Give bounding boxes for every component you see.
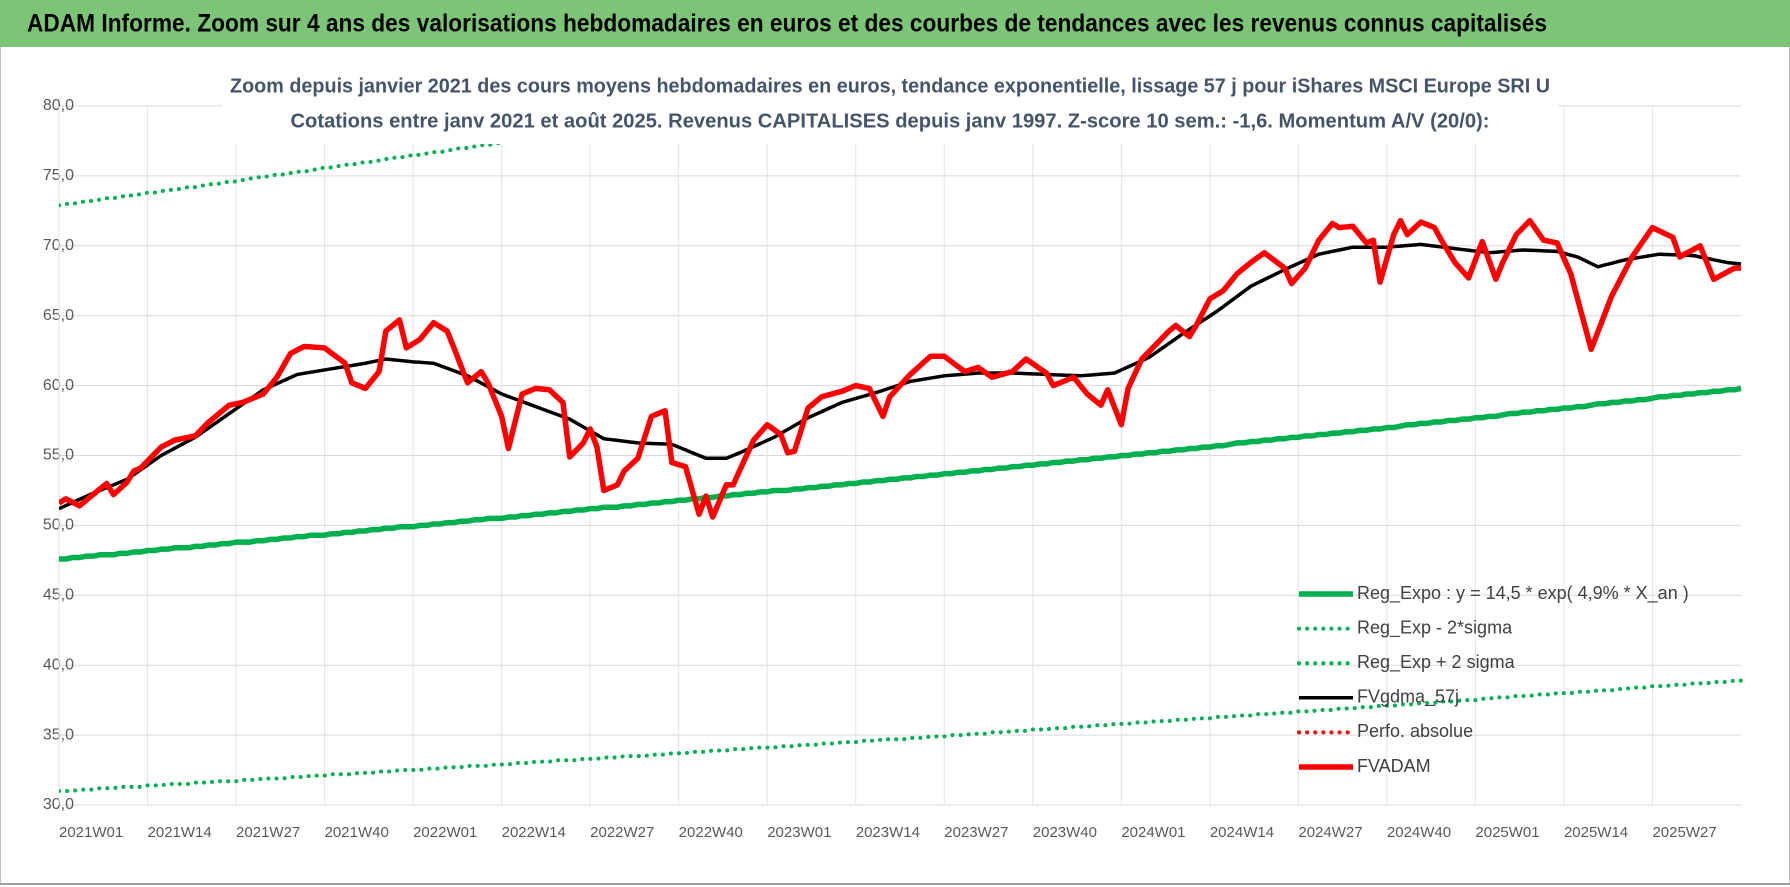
grid: 30,0 35,0 40,0 45,0 50,0 55,0 60,0 65,0 70,0 75,0… [43, 97, 1741, 841]
legend: Reg_Expo : y = 14,5 * exp( 4,9% * X_an )… [1297, 583, 1689, 776]
series-line [59, 385, 1742, 562]
series-line [59, 104, 774, 208]
y-tick-label: 35,0 [43, 726, 74, 743]
series-line [59, 217, 1741, 520]
y-tick-label: 80,0 [43, 97, 74, 114]
x-tick-label: 2022W27 [590, 824, 654, 841]
legend-label: Reg_Expo : y = 14,5 * exp( 4,9% * X_an ) [1357, 583, 1689, 604]
x-tick-label: 2022W40 [679, 824, 743, 841]
x-tick-label: 2025W01 [1475, 824, 1539, 841]
chart-subtitle: Cotations entre janv 2021 et août 2025. … [291, 110, 1490, 132]
x-tick-label: 2023W40 [1033, 824, 1097, 841]
y-tick-label: 45,0 [43, 587, 74, 604]
x-tick-label: 2023W27 [944, 824, 1008, 841]
legend-label: FVADAM [1357, 756, 1431, 776]
title-box [222, 68, 1558, 144]
legend-label: Reg_Exp + 2 sigma [1357, 652, 1516, 673]
y-tick-label: 50,0 [43, 517, 74, 534]
x-tick-label: 2023W01 [767, 824, 831, 841]
legend-label: Reg_Exp - 2*sigma [1357, 617, 1513, 638]
header-banner [0, 0, 1790, 47]
y-tick-label: 40,0 [43, 656, 74, 673]
y-tick-label: 55,0 [43, 447, 74, 464]
x-tick-label: 2021W40 [325, 824, 389, 841]
y-tick-label: 30,0 [43, 796, 74, 813]
y-tick-label: 75,0 [43, 167, 74, 184]
legend-label: Perfo. absolue [1357, 721, 1473, 741]
x-tick-label: 2025W14 [1564, 824, 1628, 841]
y-tick-label: 70,0 [43, 237, 74, 254]
x-tick-label: 2023W14 [856, 824, 920, 841]
header-title: ADAM Informe. Zoom sur 4 ans des valoris… [27, 10, 1547, 38]
series-line [59, 678, 1743, 794]
x-tick-label: 2024W27 [1298, 824, 1362, 841]
x-tick-label: 2021W27 [236, 824, 300, 841]
x-tick-label: 2021W14 [148, 824, 212, 841]
plot-lines [59, 104, 1743, 794]
x-tick-label: 2024W40 [1387, 824, 1451, 841]
legend-label: FVgdma_57j [1357, 687, 1459, 708]
x-tick-label: 2024W14 [1210, 824, 1274, 841]
y-tick-label: 65,0 [43, 307, 74, 324]
x-tick-label: 2024W01 [1121, 824, 1185, 841]
chart-title: Zoom depuis janvier 2021 des cours moyen… [230, 75, 1550, 97]
x-tick-label: 2022W14 [502, 824, 566, 841]
x-tick-label: 2025W27 [1652, 824, 1716, 841]
x-tick-label: 2022W01 [413, 824, 477, 841]
y-tick-label: 60,0 [43, 377, 74, 394]
x-tick-label: 2021W01 [59, 824, 123, 841]
